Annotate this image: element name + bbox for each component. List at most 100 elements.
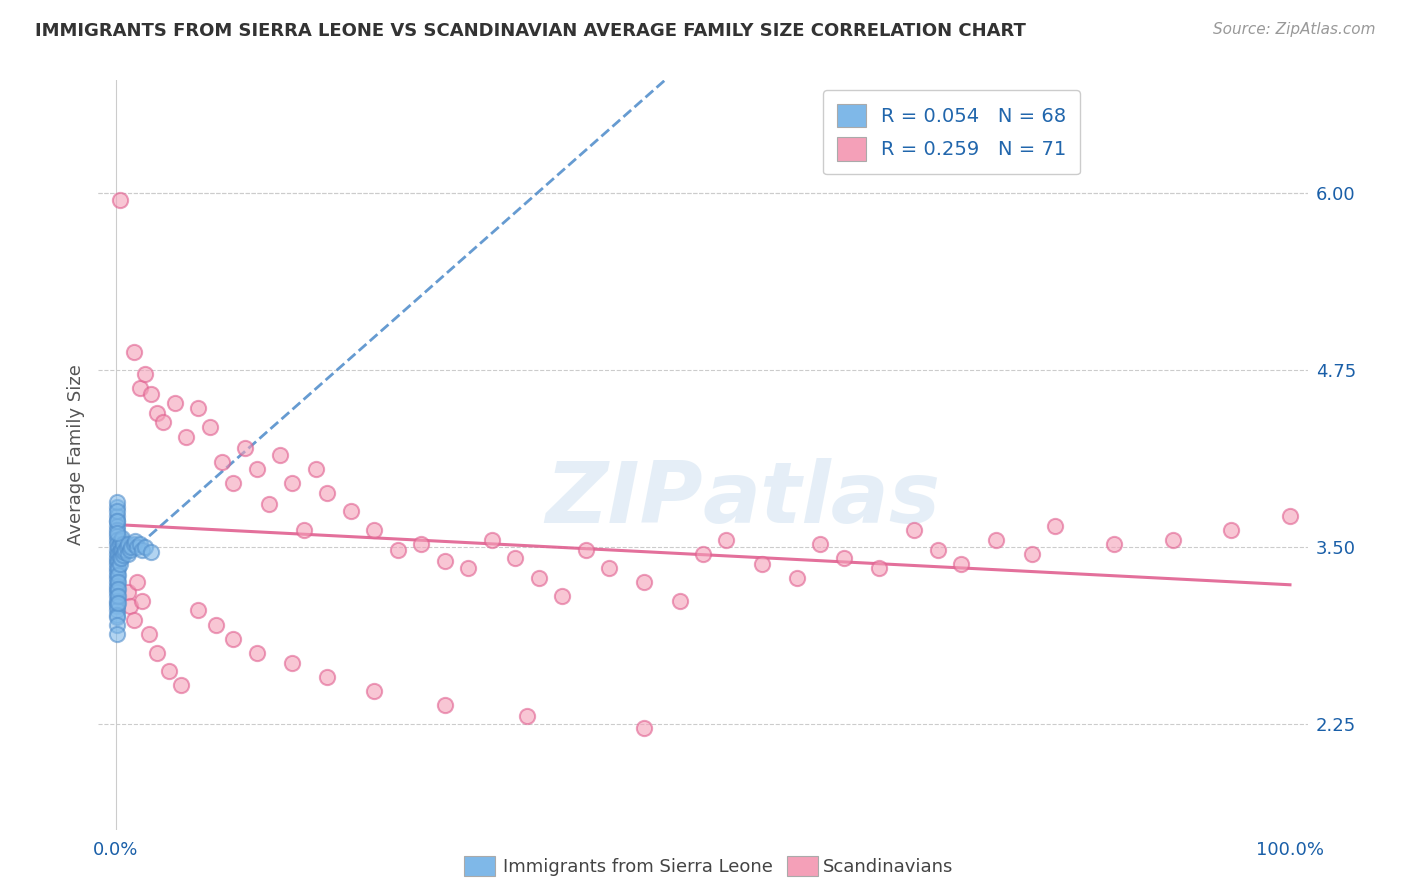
Point — [105, 561, 128, 575]
Point — [112, 549, 135, 563]
Point — [108, 194, 131, 208]
Point — [233, 441, 256, 455]
Point — [105, 504, 128, 518]
Point — [105, 557, 128, 571]
Point — [107, 540, 129, 554]
Point — [105, 508, 128, 523]
Point — [111, 542, 134, 557]
Point — [105, 607, 128, 622]
Point — [117, 585, 139, 599]
Point — [292, 523, 315, 537]
Point — [110, 542, 132, 557]
Point — [111, 532, 134, 546]
Point — [927, 542, 949, 557]
Point — [692, 547, 714, 561]
Point — [105, 528, 128, 542]
Point — [107, 561, 129, 575]
Point — [204, 617, 226, 632]
Point — [105, 525, 128, 540]
Point — [107, 589, 129, 603]
Point — [107, 596, 129, 610]
Point — [751, 557, 773, 571]
Point — [363, 684, 385, 698]
Point — [363, 523, 385, 537]
Point — [105, 564, 128, 578]
Point — [503, 551, 526, 566]
Point — [105, 575, 128, 590]
Point — [1021, 547, 1043, 561]
Point — [128, 537, 150, 551]
Point — [127, 575, 149, 590]
Point — [120, 599, 142, 614]
Point — [107, 568, 129, 582]
Point — [127, 540, 149, 554]
Point — [1161, 533, 1184, 547]
Point — [138, 627, 160, 641]
Point — [222, 476, 245, 491]
Point — [110, 533, 132, 547]
Point — [598, 561, 620, 575]
Point — [716, 533, 738, 547]
Point — [211, 455, 233, 469]
Point — [124, 534, 146, 549]
Point — [112, 537, 135, 551]
Point — [108, 537, 131, 551]
Point — [105, 585, 128, 599]
Point — [105, 603, 128, 617]
Point — [633, 575, 655, 590]
Point — [340, 504, 363, 518]
Point — [105, 533, 128, 547]
Point — [868, 561, 890, 575]
Point — [128, 382, 150, 396]
Point — [141, 387, 163, 401]
Point — [187, 603, 209, 617]
Point — [316, 486, 339, 500]
Point — [903, 523, 925, 537]
Point — [105, 523, 128, 537]
Point — [120, 540, 142, 554]
Point — [105, 617, 128, 632]
Point — [105, 610, 128, 624]
Point — [105, 547, 128, 561]
Point — [281, 476, 304, 491]
Point — [112, 545, 135, 559]
Point — [131, 593, 153, 607]
Point — [146, 405, 169, 419]
Text: Scandinavians: Scandinavians — [823, 858, 953, 876]
Point — [105, 596, 128, 610]
Point — [105, 518, 128, 533]
Point — [457, 561, 479, 575]
Point — [110, 551, 132, 566]
Point — [411, 537, 433, 551]
Point — [131, 542, 153, 557]
Point — [176, 429, 198, 443]
Point — [122, 613, 145, 627]
Point — [1043, 518, 1066, 533]
Point — [105, 579, 128, 593]
Text: Immigrants from Sierra Leone: Immigrants from Sierra Leone — [503, 858, 773, 876]
Point — [108, 551, 131, 566]
Point — [516, 709, 538, 723]
Point — [551, 589, 574, 603]
Point — [105, 582, 128, 597]
Point — [105, 514, 128, 528]
Point — [316, 670, 339, 684]
Text: IMMIGRANTS FROM SIERRA LEONE VS SCANDINAVIAN AVERAGE FAMILY SIZE CORRELATION CHA: IMMIGRANTS FROM SIERRA LEONE VS SCANDINA… — [35, 22, 1026, 40]
Point — [105, 589, 128, 603]
Point — [134, 540, 156, 554]
Point — [105, 554, 128, 568]
Point — [107, 547, 129, 561]
Point — [105, 494, 128, 508]
Text: atlas: atlas — [703, 458, 941, 541]
Point — [1102, 537, 1125, 551]
Text: Source: ZipAtlas.com: Source: ZipAtlas.com — [1212, 22, 1375, 37]
Point — [481, 533, 503, 547]
Point — [105, 568, 128, 582]
Point — [108, 557, 131, 571]
Point — [105, 542, 128, 557]
Point — [105, 537, 128, 551]
Point — [117, 537, 139, 551]
Point — [105, 514, 128, 528]
Point — [120, 542, 142, 557]
Point — [1278, 508, 1301, 523]
